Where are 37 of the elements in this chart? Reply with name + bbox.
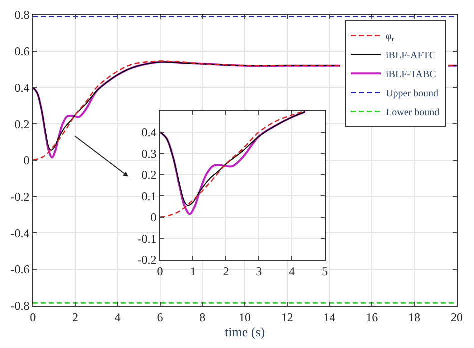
legend-label: iBLF-TABC (386, 70, 437, 81)
legend-label: φ$_{r}$ (386, 32, 395, 44)
y-tick-label: 0.4 (14, 80, 30, 95)
x-tick-label: 20 (450, 310, 463, 324)
y-tick-label: 0.1 (142, 189, 157, 204)
y-tick-label: 0.2 (142, 168, 157, 182)
y-tick-label: -0.4 (10, 226, 30, 240)
legend-label: iBLF-AFTC (386, 50, 436, 62)
x-tick-label: 4 (289, 264, 296, 278)
y-tick-label: 0 (150, 210, 157, 225)
x-tick-label: 2 (72, 310, 79, 324)
x-tick-label: 16 (366, 310, 378, 324)
x-tick-label: 18 (408, 310, 421, 324)
y-tick-label: -0.1 (138, 232, 157, 246)
y-tick-label: -0.2 (138, 253, 157, 268)
x-tick-label: 1 (190, 264, 196, 278)
x-tick-label: 14 (324, 310, 336, 324)
y-tick-label: -0.2 (10, 190, 30, 204)
legend-label: Upper bound (386, 88, 439, 100)
x-axis-title: time (s) (225, 324, 266, 340)
y-tick-label: -0.8 (10, 299, 30, 314)
x-tick-label: 3 (256, 264, 262, 278)
legend-label: Lower bound (386, 108, 440, 119)
x-tick-label: 5 (322, 264, 328, 278)
x-tick-label: 12 (281, 310, 294, 324)
y-tick-label: 0.8 (14, 8, 30, 22)
x-tick-label: 10 (239, 310, 252, 324)
y-tick-label: 0.4 (142, 125, 157, 140)
x-tick-label: 4 (114, 310, 121, 324)
x-tick-label: 8 (200, 310, 206, 324)
y-tick-label: 0.2 (14, 117, 30, 132)
y-tick-label: -0.6 (10, 262, 30, 277)
x-tick-label: 2 (223, 264, 230, 278)
x-tick-label: 6 (157, 310, 164, 324)
y-tick-label: 0.6 (14, 44, 30, 59)
y-tick-label: 0.3 (142, 146, 157, 161)
y-tick-label: 0 (24, 154, 30, 168)
